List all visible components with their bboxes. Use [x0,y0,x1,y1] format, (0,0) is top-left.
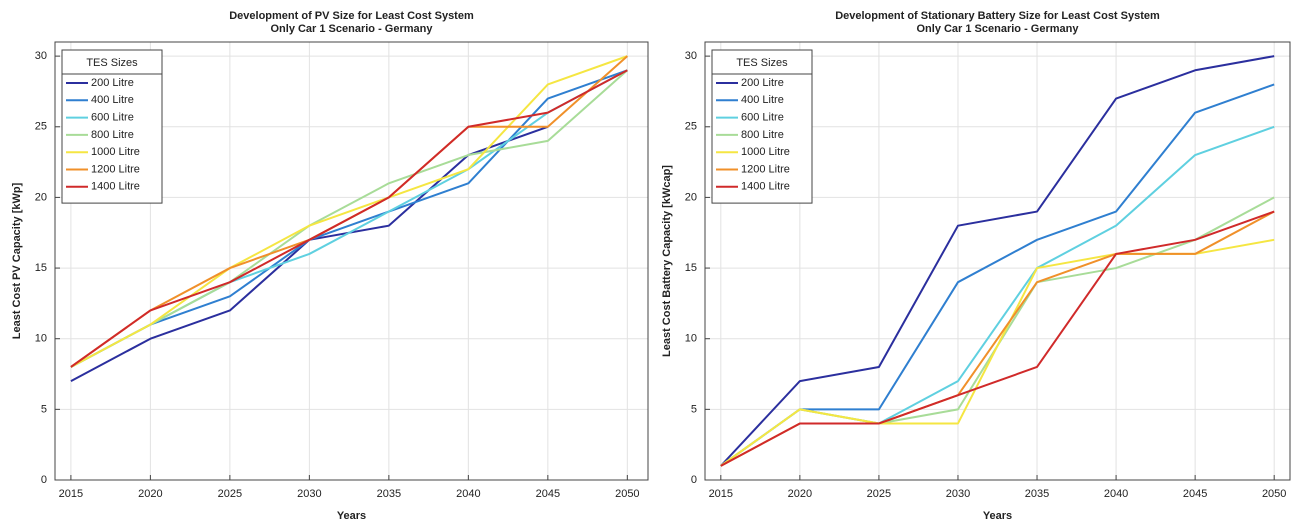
chart-subtitle: Only Car 1 Scenario - Germany [270,23,433,35]
legend-label: 800 Litre [91,129,134,141]
y-tick-label: 5 [41,403,47,415]
legend-label: 200 Litre [91,77,134,89]
series-line [70,69,628,368]
y-axis-label: Least Cost PV Capacity [kWp] [11,182,23,339]
legend-title: TES Sizes [86,57,138,69]
legend-label: 200 Litre [741,77,784,89]
x-tick-label: 2030 [297,488,321,500]
legend-label: 1400 Litre [91,181,140,193]
legend-title: TES Sizes [736,57,788,69]
x-tick-label: 2030 [946,488,970,500]
y-tick-label: 15 [685,262,697,274]
legend-label: 1400 Litre [741,181,790,193]
chart-title: Development of PV Size for Least Cost Sy… [229,10,474,22]
y-tick-label: 15 [35,262,47,274]
legend-label: 800 Litre [741,129,784,141]
y-tick-label: 20 [35,191,47,203]
legend-box [711,49,813,204]
legend-label: 600 Litre [741,112,784,124]
y-tick-label: 10 [685,333,697,345]
y-tick-label: 25 [685,121,697,133]
legend-label: 1000 Litre [91,146,140,158]
legend-label: 1200 Litre [91,163,140,175]
y-tick-label: 10 [35,333,47,345]
chart-subtitle: Only Car 1 Scenario - Germany [916,23,1079,35]
x-tick-label: 2015 [59,488,83,500]
y-axis-label: Least Cost Battery Capacity [kWcap] [661,165,673,357]
y-tick-label: 30 [685,50,697,62]
legend-label: 1200 Litre [741,163,790,175]
x-tick-label: 2045 [1183,488,1207,500]
series-line [70,69,628,368]
series-line [70,69,628,368]
series-line [720,55,1275,467]
x-axis-label: Years [983,510,1012,522]
y-tick-label: 30 [35,50,47,62]
x-tick-label: 2020 [138,488,162,500]
x-tick-label: 2040 [1104,488,1128,500]
x-tick-label: 2015 [709,488,733,500]
x-tick-label: 2035 [377,488,401,500]
legend-box [61,49,163,204]
plot-frame [54,41,649,481]
series-line [70,55,628,368]
x-tick-label: 2040 [456,488,480,500]
x-tick-label: 2020 [788,488,812,500]
x-tick-label: 2050 [1262,488,1286,500]
x-tick-label: 2050 [615,488,639,500]
plot-frame [704,41,1291,481]
chart-title: Development of Stationary Battery Size f… [835,10,1160,22]
y-tick-label: 25 [35,121,47,133]
legend-label: 1000 Litre [741,146,790,158]
x-tick-label: 2025 [867,488,891,500]
x-tick-label: 2025 [218,488,242,500]
y-tick-label: 5 [691,403,697,415]
y-tick-label: 20 [685,191,697,203]
x-tick-label: 2035 [1025,488,1049,500]
legend-label: 400 Litre [741,94,784,106]
series-line [720,210,1275,467]
legend-label: 600 Litre [91,112,134,124]
y-tick-label: 0 [691,474,697,486]
series-line [720,83,1275,467]
legend-label: 400 Litre [91,94,134,106]
x-axis-label: Years [337,510,366,522]
x-tick-label: 2045 [536,488,560,500]
y-tick-label: 0 [41,474,47,486]
